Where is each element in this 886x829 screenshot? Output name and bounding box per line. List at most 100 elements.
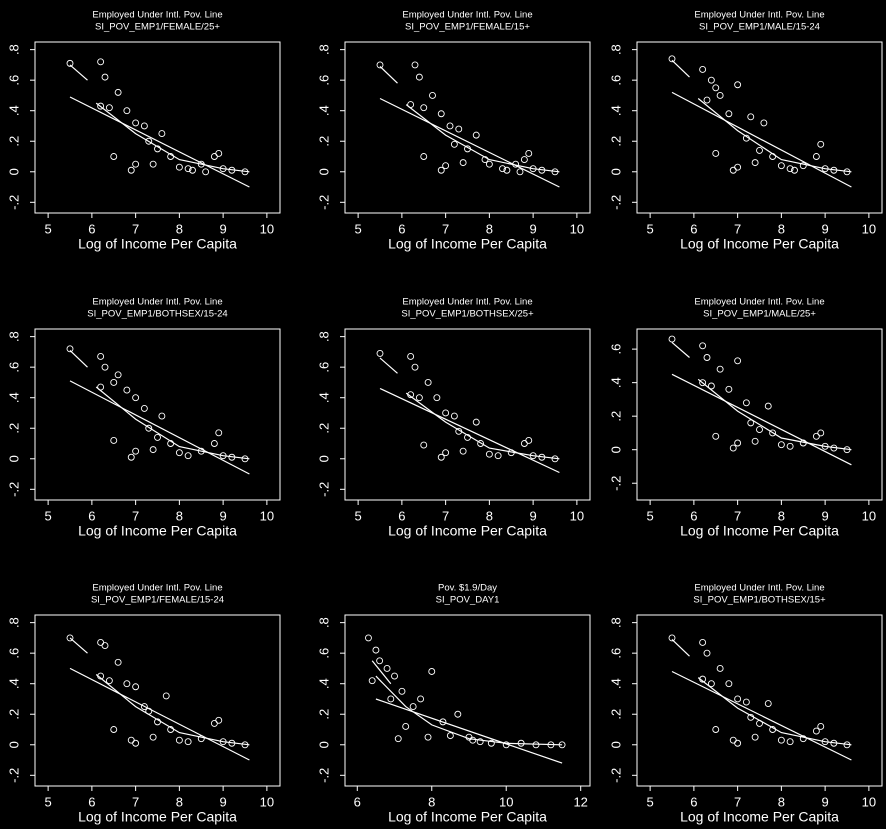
- point: [407, 101, 415, 109]
- point: [123, 386, 131, 394]
- fit-line: [95, 102, 250, 173]
- point: [512, 160, 520, 168]
- fit-line: [405, 104, 560, 173]
- point: [411, 61, 419, 69]
- point: [760, 119, 768, 127]
- x-tick-label: 8: [176, 508, 183, 523]
- point: [442, 409, 450, 417]
- point: [812, 153, 820, 160]
- x-tick-label: 8: [176, 794, 183, 809]
- y-tick-label: .6: [6, 362, 21, 373]
- point: [140, 122, 148, 130]
- point: [699, 66, 707, 73]
- x-tick-label: 10: [862, 794, 876, 809]
- point: [712, 84, 720, 92]
- point: [197, 735, 205, 743]
- point: [398, 687, 406, 695]
- point: [751, 159, 759, 167]
- x-tick-label: 5: [45, 221, 52, 236]
- point: [769, 153, 777, 160]
- point: [454, 710, 462, 718]
- x-tick-label: 5: [355, 508, 362, 523]
- y-tick-label: 0: [6, 455, 21, 462]
- point: [843, 741, 851, 749]
- y-tick-label: -.2: [316, 768, 331, 783]
- fit-line: [371, 660, 392, 685]
- point: [668, 634, 676, 642]
- point: [145, 137, 153, 145]
- y-tick-label: .4: [316, 392, 331, 403]
- chart-title: Employed Under Intl. Pov. Line: [92, 297, 222, 308]
- x-tick-label: 9: [220, 794, 227, 809]
- y-tick-label: .4: [316, 678, 331, 689]
- point: [407, 353, 415, 360]
- point: [114, 371, 122, 379]
- point: [110, 726, 118, 733]
- point: [729, 166, 737, 174]
- point: [769, 429, 777, 437]
- x-tick-label: 7: [132, 508, 139, 523]
- point: [439, 718, 447, 726]
- x-tick-label: 10: [260, 794, 274, 809]
- point: [455, 427, 463, 435]
- y-tick-label: 0: [316, 168, 331, 175]
- plot-frame: [636, 328, 883, 501]
- point: [241, 741, 249, 749]
- point: [817, 140, 825, 148]
- point: [132, 394, 140, 402]
- point: [97, 102, 105, 110]
- point: [707, 76, 715, 84]
- point: [365, 634, 372, 642]
- fit-line: [671, 59, 690, 78]
- point: [210, 719, 218, 727]
- point: [376, 657, 384, 665]
- fit-line: [69, 64, 88, 81]
- x-tick-label: 5: [647, 508, 654, 523]
- panel: Employed Under Intl. Pov. LineSI_POV_EMP…: [316, 297, 591, 539]
- x-tick-label: 8: [428, 794, 435, 809]
- fit-line: [379, 97, 560, 188]
- point: [215, 429, 223, 437]
- fit-line: [69, 96, 250, 188]
- point: [747, 419, 755, 427]
- point: [756, 426, 763, 434]
- point: [516, 168, 524, 176]
- point: [751, 437, 759, 445]
- x-tick-label: 10: [862, 508, 876, 523]
- y-tick-label: .2: [316, 136, 331, 147]
- point: [158, 130, 166, 138]
- point: [132, 160, 140, 168]
- x-tick-label: 9: [822, 508, 829, 523]
- point: [420, 153, 428, 160]
- point: [450, 140, 458, 148]
- point: [210, 440, 218, 447]
- point: [409, 703, 417, 711]
- fit-line: [671, 341, 690, 358]
- x-tick-label: 9: [530, 508, 537, 523]
- point: [734, 439, 742, 447]
- point: [668, 335, 676, 343]
- point: [699, 342, 707, 350]
- point: [66, 345, 74, 353]
- panel: Employed Under Intl. Pov. LineSI_POV_EMP…: [608, 10, 883, 252]
- point: [123, 680, 131, 688]
- y-tick-label: .2: [6, 709, 21, 720]
- point: [241, 455, 249, 463]
- y-tick-label: .2: [6, 136, 21, 147]
- point: [402, 723, 410, 730]
- point: [175, 163, 183, 171]
- point: [197, 160, 205, 168]
- point: [167, 153, 175, 160]
- point: [830, 739, 838, 747]
- chart-title: Employed Under Intl. Pov. Line: [694, 10, 824, 21]
- point: [747, 113, 755, 121]
- point: [215, 716, 223, 724]
- point: [716, 91, 724, 99]
- point: [734, 357, 742, 365]
- point: [450, 412, 458, 420]
- y-tick-label: .2: [608, 136, 623, 147]
- y-tick-label: .6: [6, 648, 21, 659]
- point: [525, 437, 533, 444]
